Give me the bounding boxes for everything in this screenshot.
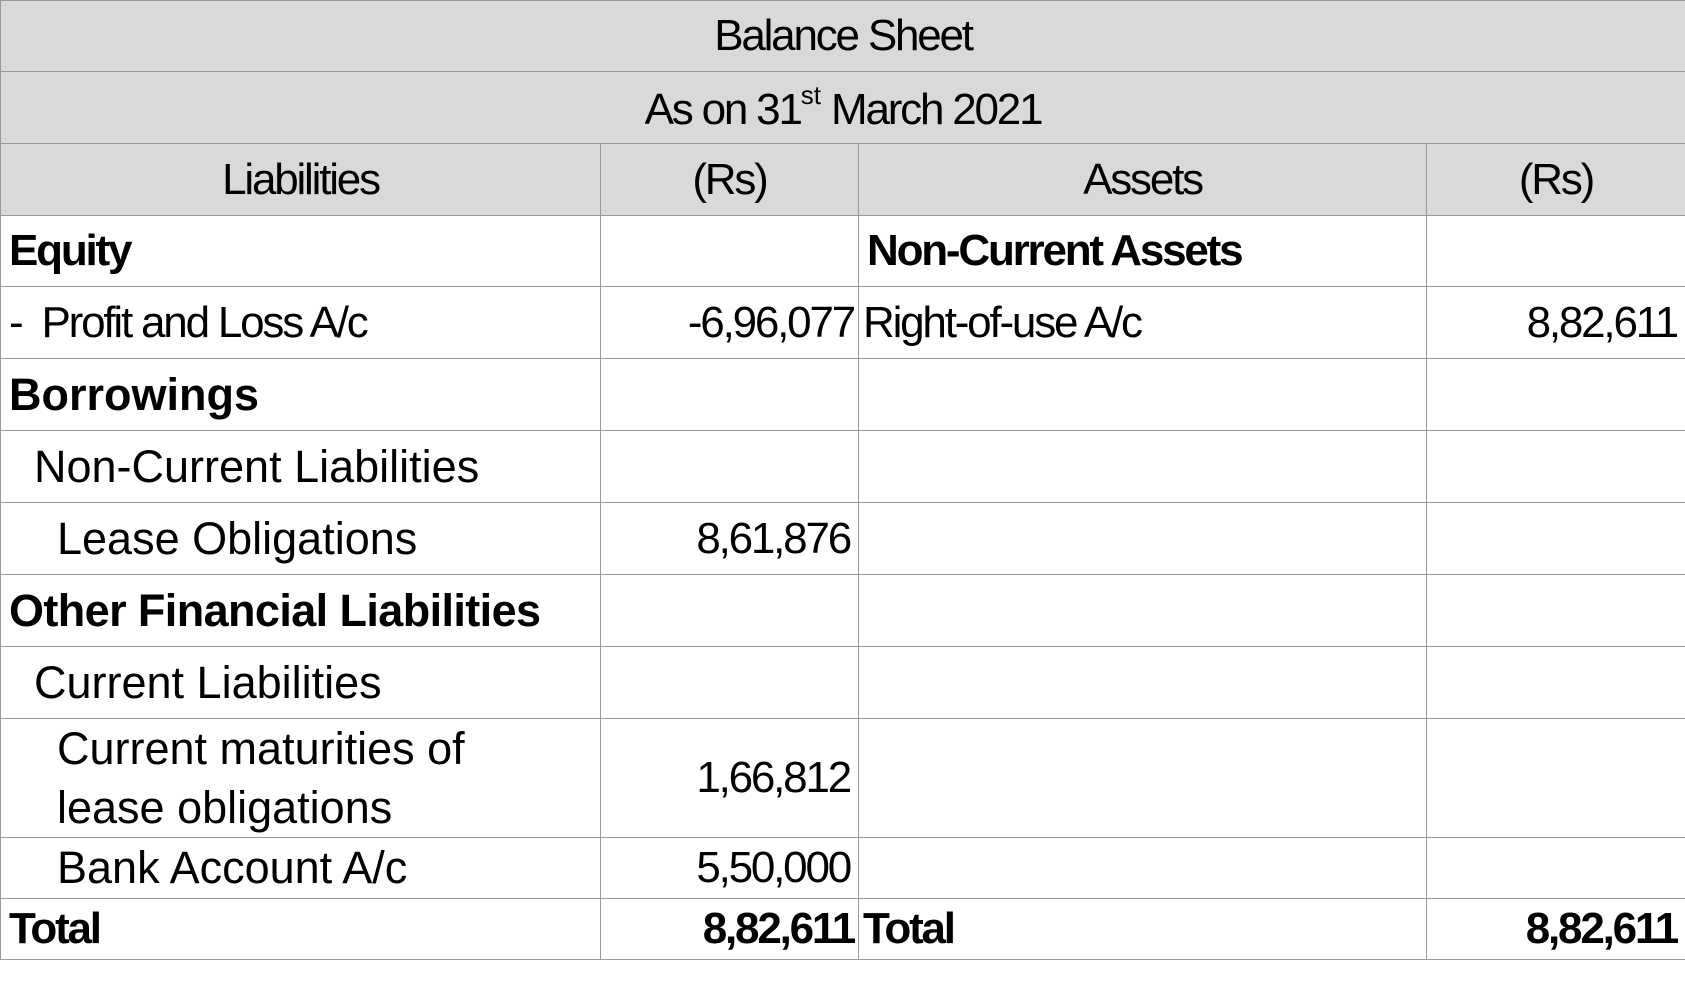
- table-row: Current Liabilities: [0, 646, 1685, 719]
- date-ordinal-suffix: st: [800, 80, 821, 110]
- asset-amount: [1426, 837, 1685, 899]
- date-suffix: March 2021: [820, 85, 1044, 134]
- liabilities-total-amount: 8,82,611: [600, 898, 859, 960]
- table-row: Current maturities of lease obligations …: [0, 718, 1685, 838]
- asset-label: Right-of-use A/c: [858, 286, 1427, 359]
- asset-amount: [1426, 646, 1685, 719]
- date-prefix: As on 31: [644, 85, 803, 134]
- header-assets: Assets: [858, 143, 1427, 216]
- sheet-title: Balance Sheet: [0, 0, 1685, 72]
- column-header-row: Liabilities (Rs) Assets (Rs): [0, 143, 1685, 216]
- liability-label: Equity: [0, 215, 601, 287]
- subtitle-row: As on 31st March 2021: [0, 71, 1685, 144]
- assets-total-amount: 8,82,611: [1426, 898, 1685, 960]
- liability-amount: [600, 574, 859, 647]
- table-row: Non-Current Liabilities: [0, 430, 1685, 503]
- liability-amount: 1,66,812: [600, 718, 859, 838]
- asset-amount: 8,82,611: [1426, 286, 1685, 359]
- assets-total-label: Total: [858, 898, 1427, 960]
- title-row: Balance Sheet: [0, 0, 1685, 72]
- asset-label: [858, 646, 1427, 719]
- header-liabilities: Liabilities: [0, 143, 601, 216]
- asset-amount: [1426, 430, 1685, 503]
- liability-amount: -6,96,077: [600, 286, 859, 359]
- asset-label: [858, 574, 1427, 647]
- liability-label: Lease Obligations: [0, 502, 601, 575]
- table-row: Bank Account A/c 5,50,000: [0, 837, 1685, 899]
- liability-label: Other Financial Liabilities: [0, 574, 601, 647]
- header-liabilities-amount: (Rs): [600, 143, 859, 216]
- liability-amount: 8,61,876: [600, 502, 859, 575]
- liabilities-total-label: Total: [0, 898, 601, 960]
- asset-label: [858, 430, 1427, 503]
- liability-amount: [600, 646, 859, 719]
- asset-amount: [1426, 358, 1685, 431]
- liability-label: Current maturities of lease obligations: [0, 718, 601, 838]
- liability-amount: 5,50,000: [600, 837, 859, 899]
- table-row: - Profit and Loss A/c -6,96,077 Right-of…: [0, 286, 1685, 359]
- asset-label: [858, 358, 1427, 431]
- asset-amount: [1426, 574, 1685, 647]
- balance-sheet-table: Balance Sheet As on 31st March 2021 Liab…: [0, 0, 1685, 960]
- asset-label: [858, 718, 1427, 838]
- table-row: Borrowings: [0, 358, 1685, 431]
- liability-label: Bank Account A/c: [0, 837, 601, 899]
- asset-amount: [1426, 215, 1685, 287]
- asset-amount: [1426, 718, 1685, 838]
- table-row: Other Financial Liabilities: [0, 574, 1685, 647]
- asset-label: [858, 837, 1427, 899]
- asset-label: [858, 502, 1427, 575]
- liability-label: Non-Current Liabilities: [0, 430, 601, 503]
- table-row: Equity Non-Current Assets: [0, 215, 1685, 287]
- header-assets-amount: (Rs): [1426, 143, 1685, 216]
- liability-label: - Profit and Loss A/c: [0, 286, 601, 359]
- liability-amount: [600, 430, 859, 503]
- sheet-date: As on 31st March 2021: [0, 71, 1685, 144]
- asset-amount: [1426, 502, 1685, 575]
- asset-label: Non-Current Assets: [858, 215, 1427, 287]
- liability-amount: [600, 358, 859, 431]
- table-row: Lease Obligations 8,61,876: [0, 502, 1685, 575]
- liability-label: Current Liabilities: [0, 646, 601, 719]
- total-row: Total 8,82,611 Total 8,82,611: [0, 898, 1685, 960]
- liability-label: Borrowings: [0, 358, 601, 431]
- liability-amount: [600, 215, 859, 287]
